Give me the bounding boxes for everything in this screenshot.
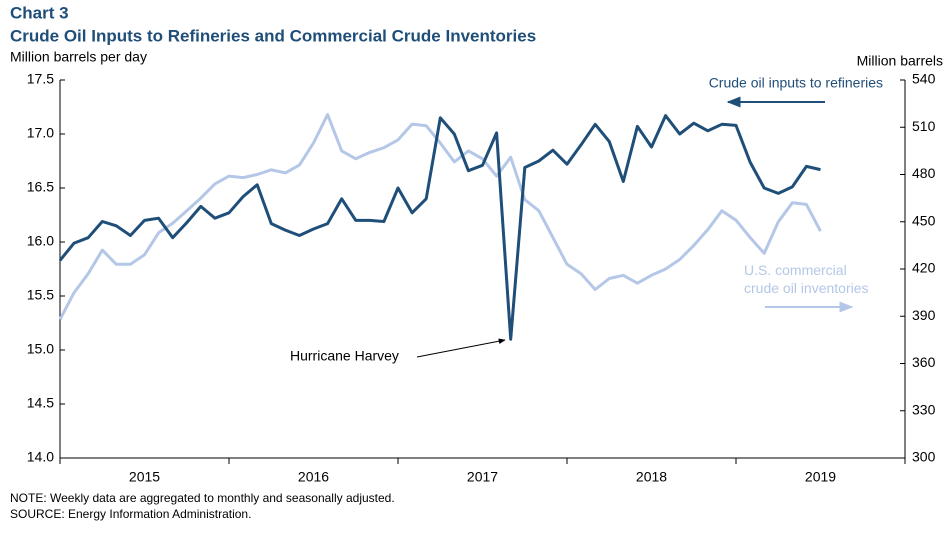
data-line xyxy=(58,114,821,341)
note: NOTE: Weekly data are aggregated to mont… xyxy=(10,491,395,505)
x-group-label: 2016 xyxy=(298,469,329,485)
y-tick-label: 14.0 xyxy=(27,449,54,465)
y2-axis-label: Million barrels xyxy=(857,53,943,69)
y2-tick-label: 330 xyxy=(912,401,936,417)
y2-tick-label: 450 xyxy=(912,212,936,228)
y-tick-label: 17.5 xyxy=(27,71,54,87)
y-tick-label: 16.0 xyxy=(27,233,54,249)
x-group-label: 2015 xyxy=(129,469,160,485)
legend-label: Crude oil inputs to refineries xyxy=(709,75,883,91)
y-tick-label: 15.0 xyxy=(27,341,54,357)
chart-title: Chart 3 xyxy=(10,3,69,22)
y2-tick-label: 480 xyxy=(912,165,936,181)
note: SOURCE: Energy Information Administratio… xyxy=(10,507,251,521)
y2-tick-label: 510 xyxy=(912,118,936,134)
y-tick-label: 17.0 xyxy=(27,125,54,141)
y-axis-label: Million barrels per day xyxy=(10,49,147,65)
y2-tick-label: 360 xyxy=(912,354,936,370)
y2-tick-label: 300 xyxy=(912,449,936,465)
x-group-label: 2019 xyxy=(805,469,836,485)
x-group-label: 2018 xyxy=(636,469,667,485)
legend-label: U.S. commercial crude oil inventories xyxy=(744,262,869,296)
annotation: Hurricane Harvey xyxy=(290,348,399,364)
y2-tick-label: 390 xyxy=(912,307,936,323)
chart-subtitle: Crude Oil Inputs to Refineries and Comme… xyxy=(10,26,536,45)
annotation-arrow xyxy=(416,338,506,358)
y-tick-label: 16.5 xyxy=(27,179,54,195)
y2-tick-label: 420 xyxy=(912,260,936,276)
y-tick-label: 15.5 xyxy=(27,287,54,303)
x-group-label: 2017 xyxy=(467,469,498,485)
data-line xyxy=(58,113,822,321)
y-tick-label: 14.5 xyxy=(27,395,54,411)
y2-tick-label: 540 xyxy=(912,71,936,87)
